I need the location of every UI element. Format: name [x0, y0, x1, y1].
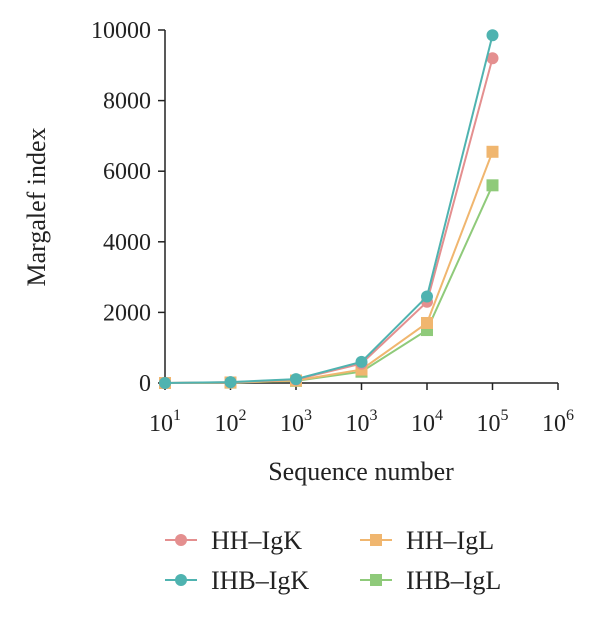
- data-point: [486, 29, 499, 42]
- x-tick-exponent: 3: [370, 407, 378, 424]
- data-point: [224, 376, 237, 389]
- data-point: [355, 355, 368, 368]
- series-line: [164, 151, 494, 384]
- y-tick-label: 6000: [103, 159, 151, 185]
- x-tick-exponent: 1: [173, 407, 181, 424]
- data-point: [486, 145, 499, 158]
- x-ticks: 101 102 103 103 104 105 106: [149, 383, 574, 437]
- x-tick-label: 106: [542, 407, 574, 437]
- series-ihb-igk: [159, 29, 499, 389]
- y-tick-label: 0: [139, 371, 151, 397]
- series-hh-igk: [159, 52, 499, 389]
- x-axis-title: Sequence number: [268, 457, 454, 486]
- legend-label: IHB–IgK: [211, 566, 309, 595]
- data-point: [290, 373, 302, 386]
- x-tick-label: 102: [215, 407, 247, 437]
- legend-item: HH–IgL: [360, 526, 494, 555]
- x-tick-base: 10: [542, 411, 566, 437]
- x-tick-label: 104: [411, 407, 443, 437]
- series-line: [164, 57, 494, 384]
- legend: HH–IgK HH–IgL IHB–IgK IHB–IgL: [165, 526, 501, 595]
- x-tick-base: 10: [477, 411, 501, 437]
- legend-item: HH–IgK: [165, 526, 302, 555]
- series-group: [159, 29, 499, 389]
- x-tick-exponent: 6: [566, 407, 574, 424]
- x-tick-base: 10: [215, 411, 239, 437]
- legend-label: IHB–IgL: [406, 566, 501, 595]
- legend-marker: [370, 574, 382, 586]
- x-tick-label: 105: [477, 407, 509, 437]
- y-tick-label: 2000: [103, 300, 151, 326]
- y-axis-title: Margalef index: [22, 127, 51, 286]
- data-point: [421, 290, 433, 303]
- legend-label: HH–IgL: [406, 526, 494, 555]
- series-hh-igl: [159, 145, 499, 389]
- data-point: [486, 52, 499, 65]
- series-line: [164, 184, 494, 384]
- y-tick-label: 8000: [103, 89, 151, 115]
- data-point: [421, 316, 433, 329]
- x-tick-label: 101: [149, 407, 181, 437]
- legend-marker: [175, 574, 187, 586]
- x-tick-exponent: 3: [304, 407, 312, 424]
- x-tick-label: 103: [280, 407, 312, 437]
- y-tick-label: 10000: [91, 18, 151, 44]
- series-line: [164, 35, 494, 384]
- x-tick-exponent: 2: [239, 407, 247, 424]
- y-ticks: 0 2000 4000 6000 8000 10000: [91, 18, 165, 397]
- legend-item: IHB–IgL: [360, 566, 501, 595]
- x-tick-base: 10: [149, 411, 173, 437]
- x-tick-exponent: 5: [501, 407, 509, 424]
- legend-item: IHB–IgK: [165, 566, 309, 595]
- x-tick-label: 103: [346, 407, 378, 437]
- x-tick-base: 10: [346, 411, 370, 437]
- x-tick-base: 10: [411, 411, 435, 437]
- data-point: [486, 179, 499, 192]
- legend-label: HH–IgK: [211, 526, 302, 555]
- y-tick-label: 4000: [103, 230, 151, 256]
- legend-marker: [175, 534, 187, 546]
- legend-marker: [370, 534, 382, 546]
- x-tick-base: 10: [280, 411, 304, 437]
- data-point: [159, 377, 171, 389]
- x-tick-exponent: 4: [435, 407, 443, 424]
